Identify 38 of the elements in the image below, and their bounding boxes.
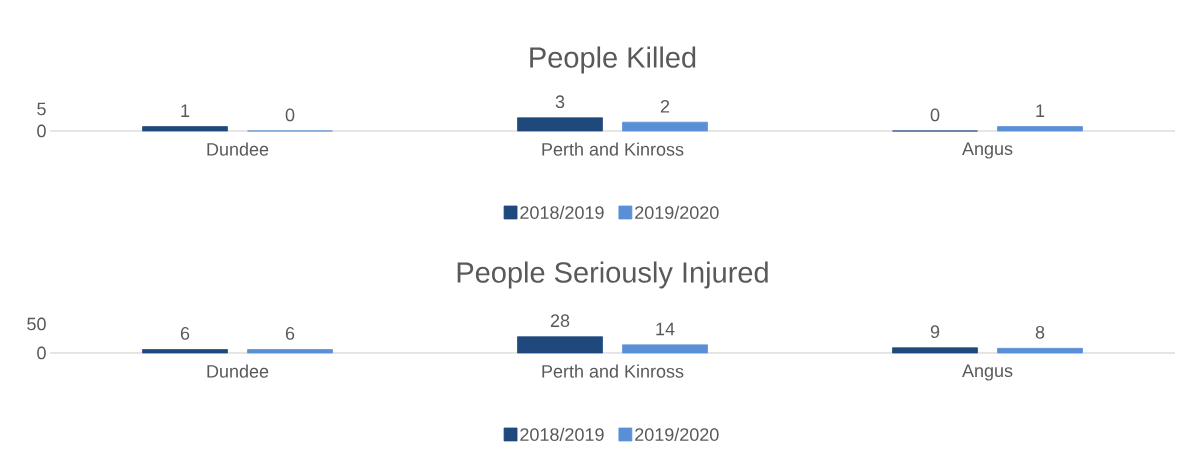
data-label: 0	[285, 108, 295, 122]
bar	[247, 349, 333, 354]
data-label: 1	[1036, 104, 1045, 117]
data-label: 8	[1035, 325, 1045, 339]
bar	[517, 117, 603, 132]
x-tick-label: Perth and Kinross	[542, 142, 684, 156]
y-tick-label: 0	[37, 124, 46, 138]
x-tick-label: Angus	[962, 142, 1013, 159]
legend-label: 2018/2019	[520, 205, 604, 219]
bar	[997, 126, 1083, 132]
data-label: 2	[660, 99, 670, 113]
legend-label: 2019/2020	[635, 427, 719, 441]
bar	[997, 347, 1083, 354]
x-tick-label: Perth and Kinross	[542, 364, 684, 378]
data-label: 6	[285, 327, 295, 340]
bar	[517, 336, 603, 354]
data-label: 3	[555, 95, 565, 109]
data-label: 28	[550, 314, 570, 328]
chart-title: People Killed	[530, 46, 696, 74]
legend-label: 2019/2020	[635, 205, 719, 219]
data-label: 1	[181, 104, 190, 117]
data-label: 6	[180, 327, 190, 340]
x-tick-label: Dundee	[207, 142, 269, 156]
y-tick-label: 5	[37, 102, 46, 116]
bar	[892, 347, 978, 354]
data-label: 14	[656, 322, 675, 336]
y-tick-label: 0	[37, 346, 46, 360]
bar	[142, 349, 228, 354]
bar	[622, 121, 708, 132]
legend-label: 2018/2019	[520, 427, 604, 441]
chart-title: People Seriously Injured	[457, 261, 768, 289]
bar	[622, 344, 708, 354]
y-tick-label: 50	[27, 317, 46, 331]
x-tick-label: Dundee	[207, 364, 269, 378]
data-label: 9	[930, 325, 940, 339]
bar	[142, 126, 228, 132]
data-label: 0	[930, 108, 940, 122]
x-tick-label: Angus	[962, 364, 1013, 381]
